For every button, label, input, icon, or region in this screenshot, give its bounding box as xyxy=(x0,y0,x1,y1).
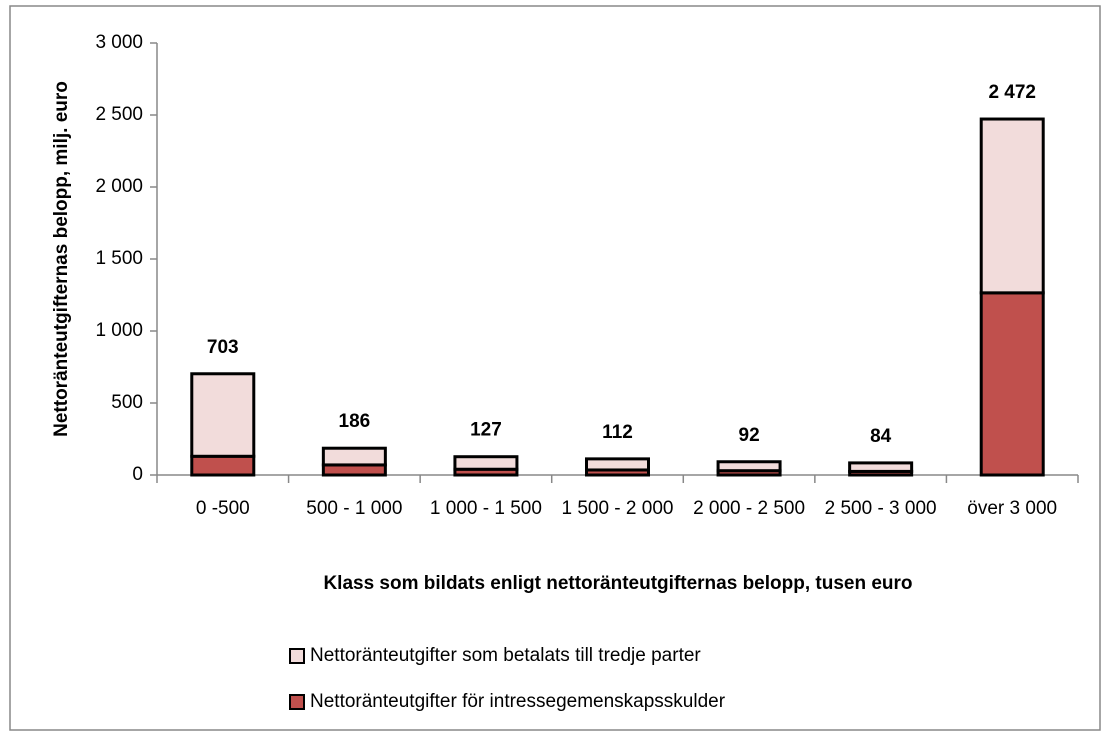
x-tick-label-box: 500 - 1 000 xyxy=(306,498,403,519)
legend-swatch xyxy=(289,694,305,710)
total-label: 92 xyxy=(739,425,760,446)
legend-label: Nettoränteutgifter som betalats till tre… xyxy=(310,645,701,666)
x-tick-label: 1 000 - 1 500 xyxy=(429,498,542,519)
bar-segment xyxy=(190,372,256,458)
total-label: 703 xyxy=(207,337,239,358)
x-tick-label: 0 -500 xyxy=(195,498,250,519)
y-tick-label: 1 500 xyxy=(95,248,143,269)
x-tick-label: 500 - 1 000 xyxy=(306,498,403,519)
total-label: 112 xyxy=(602,422,633,443)
x-tick-label: 1 500 - 2 000 xyxy=(561,498,674,519)
x-tick-label-box: 2 500 - 3 000 xyxy=(824,498,937,519)
total-label: 127 xyxy=(470,420,502,441)
bar-segment xyxy=(453,455,519,471)
total-label: 2 472 xyxy=(988,82,1036,103)
x-tick-label-box: 0 -500 xyxy=(195,498,250,519)
x-tick-label-box: 1 500 - 2 000 xyxy=(561,498,674,519)
x-tick-label-box: över 3 000 xyxy=(967,498,1058,519)
x-tick-label: över 3 000 xyxy=(967,498,1058,519)
x-tick-label: 2 000 - 2 500 xyxy=(693,498,806,519)
bar-segment xyxy=(321,463,387,477)
x-axis-title: Klass som bildats enligt nettoränteutgif… xyxy=(323,573,912,594)
chart-frame xyxy=(9,5,1101,731)
legend-swatch xyxy=(289,648,305,664)
y-tick-label: 3 000 xyxy=(95,32,143,53)
bar-segment xyxy=(321,446,387,467)
total-label: 186 xyxy=(339,411,371,432)
bar-segment xyxy=(979,291,1045,477)
y-tick-label: 2 000 xyxy=(95,176,143,197)
x-tick-label-box: 2 000 - 2 500 xyxy=(693,498,806,519)
bar-segment xyxy=(716,460,782,473)
y-tick-label: 1 000 xyxy=(95,320,143,341)
y-tick-label: 0 xyxy=(132,464,143,485)
y-tick-label: 2 500 xyxy=(95,104,143,125)
x-tick-label-box: 1 000 - 1 500 xyxy=(429,498,542,519)
total-label: 84 xyxy=(870,426,892,447)
bar-segment xyxy=(585,457,650,472)
bar-segment xyxy=(979,117,1045,295)
x-tick-label: 2 500 - 3 000 xyxy=(824,498,937,519)
bar-segment xyxy=(848,461,914,473)
legend-label: Nettoränteutgifter för intressegemenskap… xyxy=(310,691,726,712)
y-axis-title: Nettoränteutgifternas belopp, milj. euro xyxy=(51,81,72,437)
bar-segment xyxy=(190,454,256,477)
y-tick-label: 500 xyxy=(111,392,143,413)
